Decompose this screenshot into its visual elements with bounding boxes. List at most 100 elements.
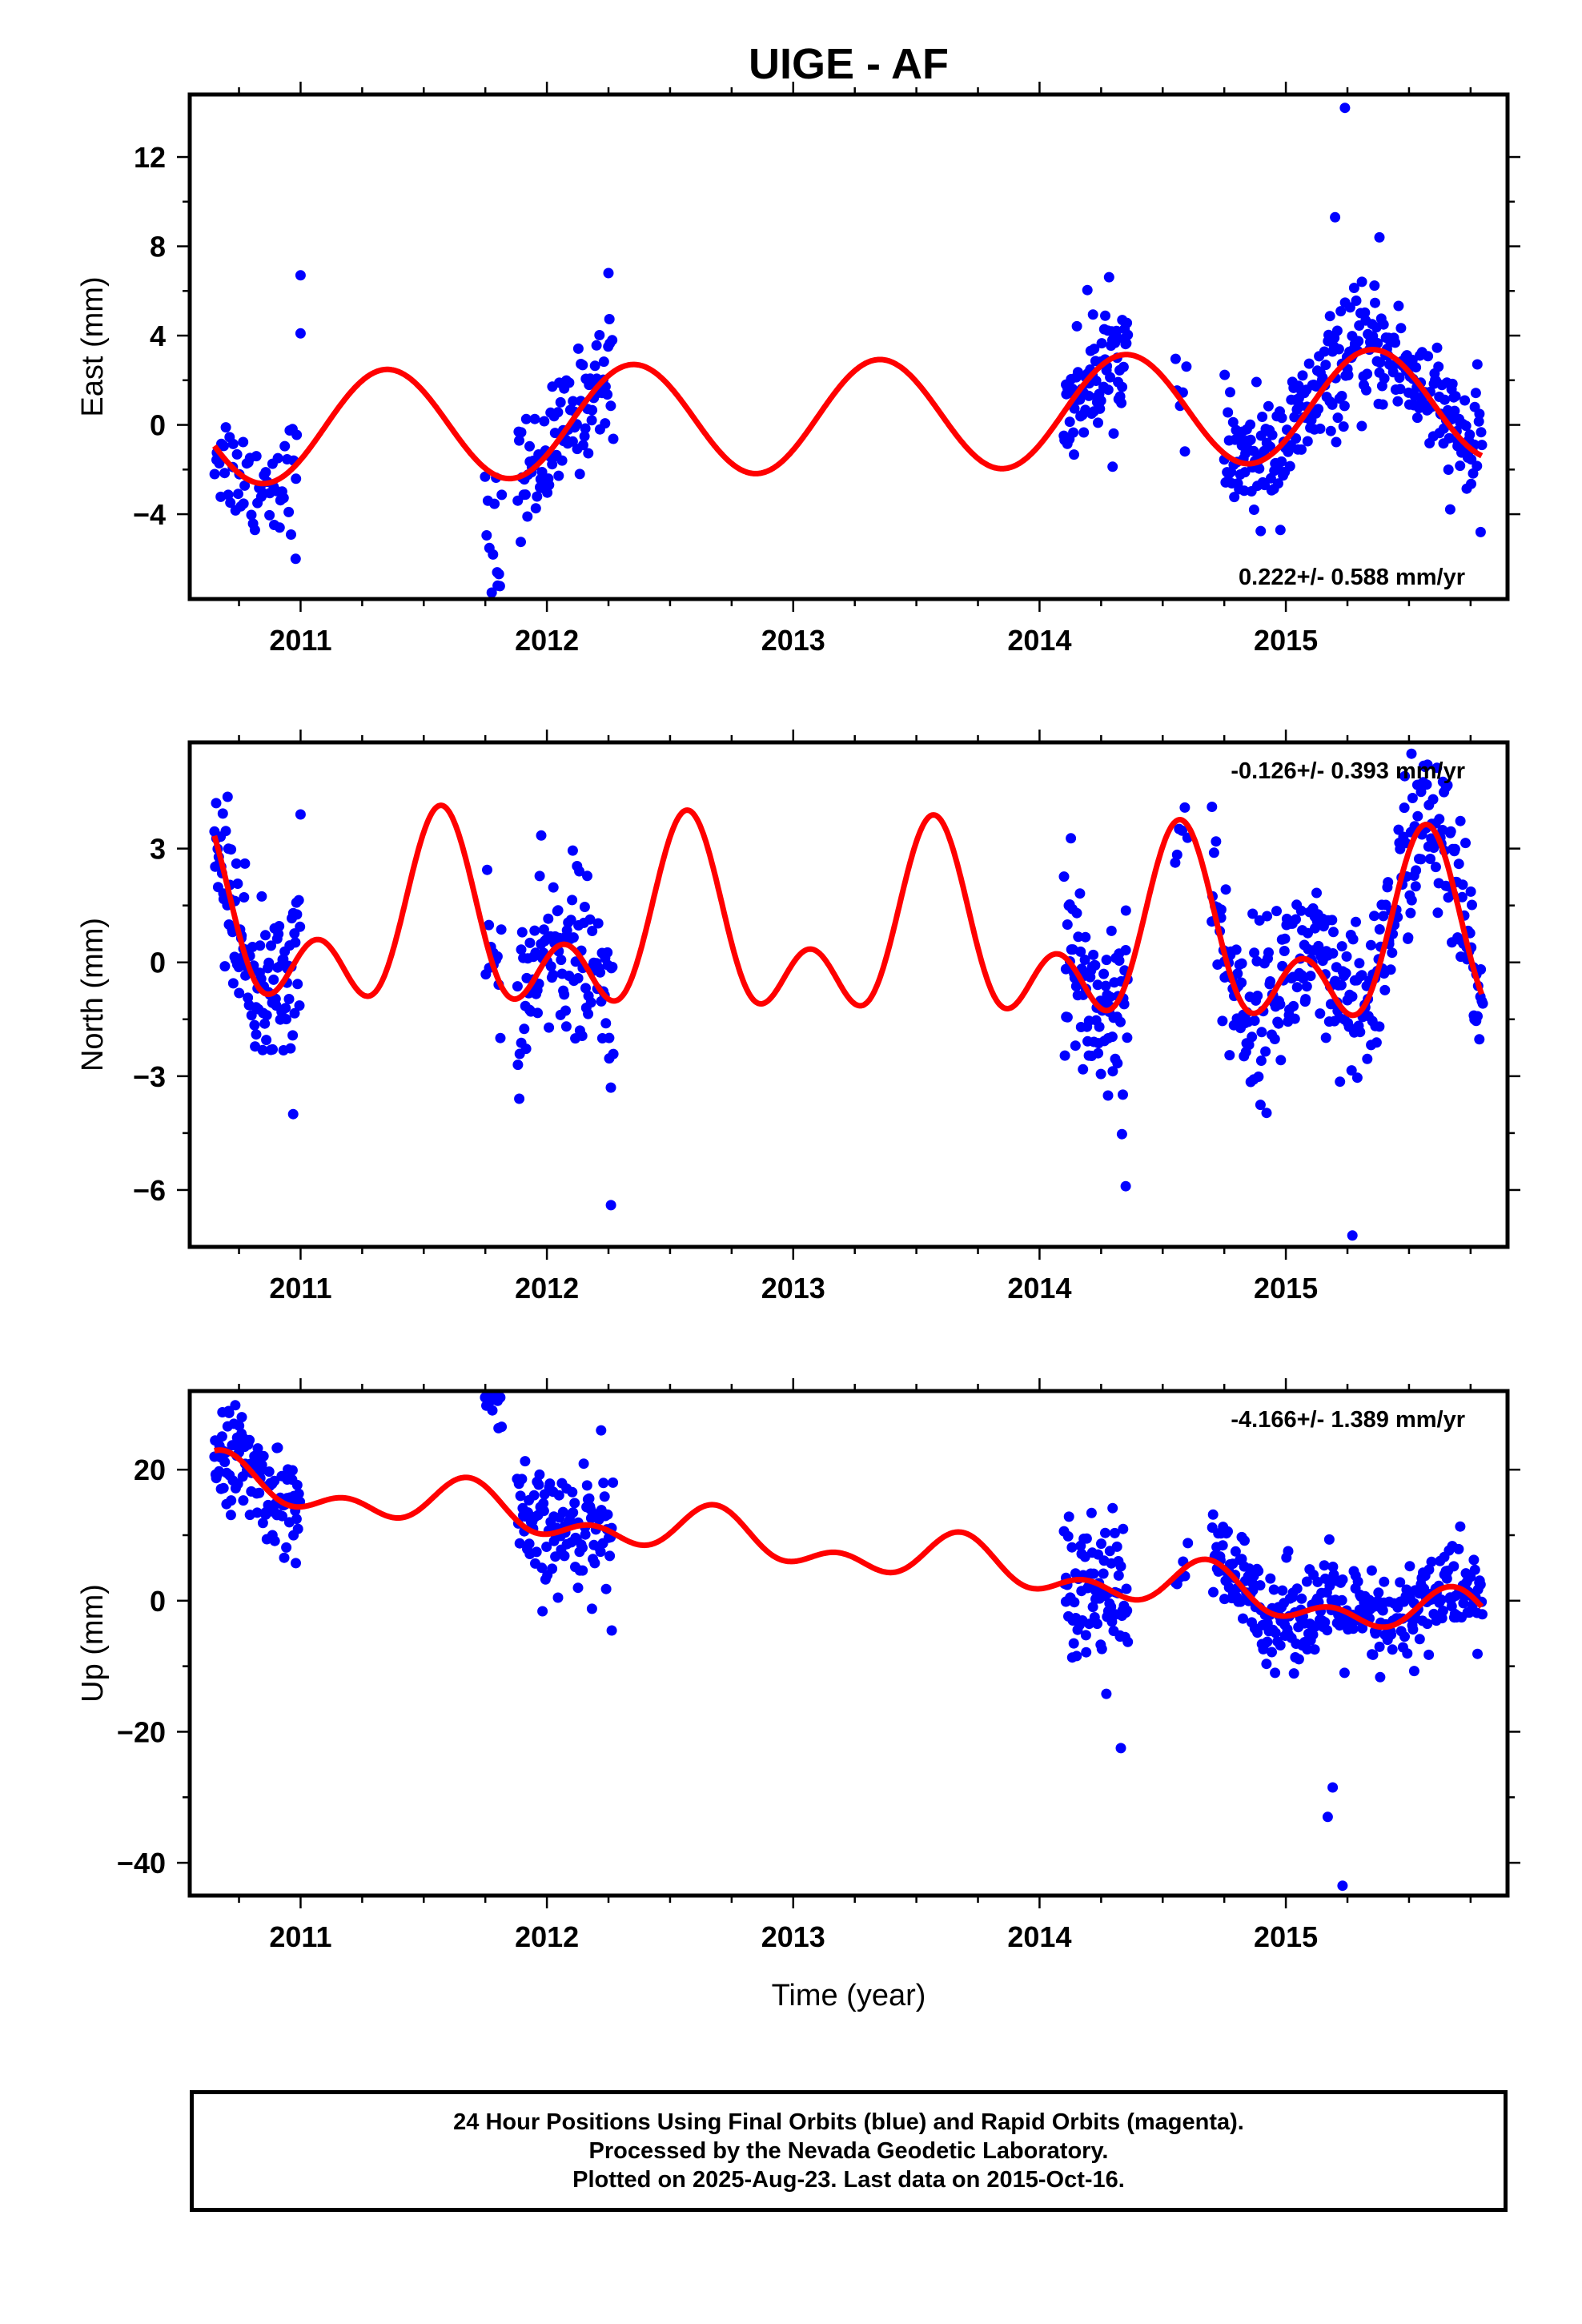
y-tick-label: 3: [150, 833, 166, 866]
x-tick-label: 2015: [1254, 1272, 1318, 1305]
data-point: [1096, 1538, 1106, 1550]
data-point: [219, 1457, 231, 1468]
data-point: [493, 569, 504, 580]
data-point: [577, 440, 588, 451]
data-point: [1399, 1631, 1410, 1642]
data-point: [557, 1506, 568, 1518]
y-tick-label: −3: [133, 1060, 166, 1093]
data-point: [1415, 854, 1427, 865]
data-point: [246, 1010, 257, 1021]
data-point: [1431, 762, 1443, 774]
data-point: [1315, 1008, 1326, 1019]
data-point: [1118, 999, 1130, 1010]
data-point: [1414, 1634, 1425, 1645]
data-point: [1110, 337, 1121, 348]
data-point: [1247, 908, 1259, 919]
data-point: [1348, 283, 1359, 293]
data-point: [1477, 998, 1488, 1009]
data-point: [1410, 881, 1421, 892]
data-point: [1207, 802, 1218, 812]
data-point: [1276, 456, 1287, 467]
data-point: [1470, 388, 1481, 399]
data-point: [1347, 1623, 1359, 1634]
data-point: [255, 940, 266, 951]
data-point: [1323, 1534, 1335, 1545]
data-point: [1377, 399, 1388, 410]
data-point: [1347, 991, 1358, 1002]
data-point: [492, 1395, 504, 1406]
data-point: [1239, 1535, 1250, 1546]
data-point: [1179, 446, 1191, 457]
data-point: [605, 1200, 616, 1211]
x-tick-label: 2011: [269, 1920, 331, 1953]
data-point: [522, 511, 533, 522]
data-point: [1236, 977, 1247, 988]
data-point: [1090, 376, 1102, 386]
data-point: [209, 468, 220, 480]
data-point: [1248, 505, 1259, 515]
data-point: [1109, 1527, 1120, 1538]
data-point: [1106, 1031, 1118, 1043]
data-point: [226, 1495, 237, 1506]
data-point: [227, 438, 239, 449]
data-point: [1271, 906, 1282, 917]
data-point: [1324, 311, 1335, 322]
data-point: [1170, 857, 1181, 868]
data-point: [1347, 934, 1359, 945]
data-point: [261, 1035, 272, 1046]
data-point: [1441, 1573, 1452, 1584]
data-point: [541, 1542, 552, 1552]
data-point: [1093, 417, 1103, 428]
data-point: [574, 468, 585, 480]
data-point: [583, 1008, 594, 1019]
data-point: [249, 1019, 260, 1031]
north-panel: 2011 2012 2013 2014 2015 −6 −3 0 3 North (mm) -0.1…: [76, 730, 1520, 1305]
data-point: [589, 1558, 600, 1569]
data-point: [1064, 416, 1075, 428]
data-point: [516, 537, 526, 548]
data-point: [1101, 955, 1112, 966]
data-point: [273, 928, 284, 939]
y-tick-label: 8: [150, 231, 166, 263]
data-point: [556, 955, 567, 966]
data-point: [1346, 1065, 1357, 1076]
data-point: [290, 937, 301, 948]
data-point: [486, 587, 497, 598]
data-point: [1339, 1667, 1350, 1679]
data-point: [1336, 1594, 1347, 1606]
data-point: [236, 1428, 247, 1439]
data-point: [520, 1043, 532, 1055]
data-point: [1096, 1643, 1107, 1655]
data-point: [1252, 991, 1263, 1001]
data-point: [586, 1603, 597, 1614]
data-point: [592, 918, 604, 929]
data-point: [572, 1582, 584, 1594]
north-model-curve: [211, 802, 1484, 1019]
data-point: [1215, 904, 1227, 915]
data-point: [1283, 1546, 1294, 1557]
data-point: [534, 1469, 545, 1480]
data-point: [565, 915, 576, 926]
data-point: [1247, 1031, 1258, 1043]
data-point: [1311, 887, 1322, 899]
data-point: [603, 267, 614, 279]
data-point: [1069, 449, 1079, 460]
data-point: [579, 431, 590, 442]
data-point: [1275, 525, 1286, 536]
data-point: [225, 1510, 236, 1521]
data-point: [292, 1523, 303, 1534]
data-point: [1229, 492, 1240, 503]
data-point: [1069, 1597, 1080, 1608]
data-point: [1094, 403, 1106, 414]
data-point: [1351, 296, 1362, 306]
data-point: [1118, 1089, 1128, 1100]
data-point: [1095, 395, 1106, 406]
data-point: [1105, 991, 1116, 1003]
data-point: [1230, 1546, 1241, 1557]
data-point: [549, 428, 560, 439]
data-point: [1093, 1047, 1104, 1059]
data-point: [272, 452, 283, 464]
data-point: [492, 580, 504, 591]
data-point: [587, 404, 598, 416]
data-point: [553, 470, 564, 481]
